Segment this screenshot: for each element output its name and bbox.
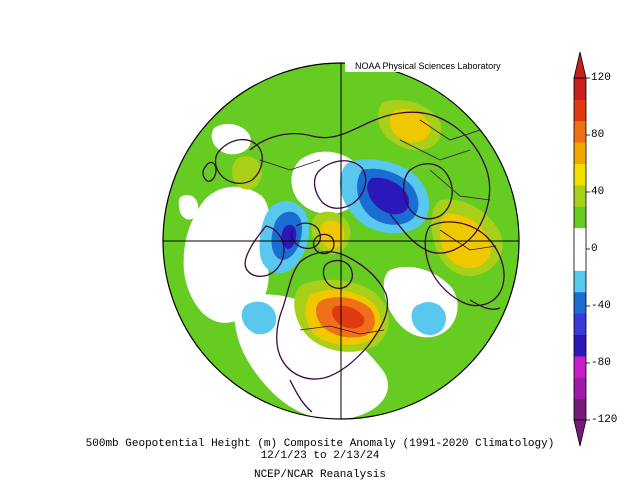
- map-border: [162, 62, 520, 420]
- colorbar-tick-label: 40: [591, 186, 605, 198]
- colorbar-segment: [574, 227, 586, 250]
- anomaly-near-zero-region: [211, 123, 251, 155]
- coastline-scandinavia: [403, 163, 453, 220]
- colorbar-segment: [574, 78, 586, 100]
- colorbar-segment: [574, 142, 586, 164]
- credit-backdrop: [345, 59, 525, 72]
- anomaly-weak-negative: [411, 301, 446, 336]
- coastline-north-america: [276, 251, 389, 380]
- coastlines: [202, 111, 505, 413]
- coastline-greenland: [313, 160, 367, 209]
- anomaly-moderate-positive: [389, 108, 431, 143]
- colorbar-min-arrow: [573, 419, 587, 447]
- colorbar-segment: [574, 206, 586, 229]
- coastline-europe: [424, 221, 505, 307]
- colorbar-segment: [574, 99, 586, 122]
- colorbar-tick-label: -80: [591, 357, 611, 369]
- colorbar-segment: [574, 249, 586, 271]
- colorbar-max-arrow: [573, 51, 587, 79]
- colorbar-segment: [574, 334, 586, 357]
- coastline-alaska: [244, 225, 285, 277]
- colorbar-tick-label: 80: [591, 129, 605, 141]
- colorbar-segment: [574, 291, 586, 314]
- colorbar-tick-label: 0: [591, 243, 598, 255]
- figure-title: 500mb Geopotential Height (m) Composite …: [85, 438, 555, 450]
- colorbar-segment: [574, 184, 586, 207]
- anomaly-weak-positive: [232, 155, 262, 190]
- anomaly-strong-negative: [367, 177, 410, 215]
- anomaly-near-zero-region: [183, 186, 270, 323]
- colorbar: [573, 51, 590, 447]
- colorbar-segment: [574, 270, 586, 293]
- country-borders-eurasia: [259, 119, 497, 251]
- coastline-siberia: [249, 111, 491, 254]
- colorbar-tick-label: 120: [591, 72, 611, 84]
- coastline-east-asia: [214, 139, 263, 185]
- coastline-central-america: [289, 379, 313, 413]
- figure-date-range: 12/1/23 to 2/13/24: [260, 450, 380, 462]
- colorbar-segment: [574, 355, 586, 378]
- anomaly-weak-negative: [241, 301, 277, 335]
- colorbar-tick-label: -40: [591, 300, 611, 312]
- anomaly-field: [163, 63, 519, 419]
- figure-source: NCEP/NCAR Reanalysis: [253, 469, 387, 481]
- country-borders-north-america: [299, 325, 385, 335]
- coastline-mediterranean: [469, 299, 501, 310]
- colorbar-segment: [574, 120, 586, 143]
- colorbar-segment: [574, 377, 586, 400]
- anomaly-near-zero-region: [178, 194, 199, 220]
- colorbar-segment: [574, 398, 586, 421]
- colorbar-tick-label: -120: [591, 414, 618, 426]
- coastline-japan: [202, 161, 217, 182]
- anomaly-strong-negative: [281, 224, 297, 249]
- anomaly-peak-positive: [332, 305, 365, 329]
- coastline-hudson-bay: [322, 259, 353, 289]
- colorbar-segment: [574, 313, 586, 335]
- credit-label: NOAA Physical Sciences Laboratory: [355, 61, 501, 71]
- colorbar-segment: [574, 163, 586, 186]
